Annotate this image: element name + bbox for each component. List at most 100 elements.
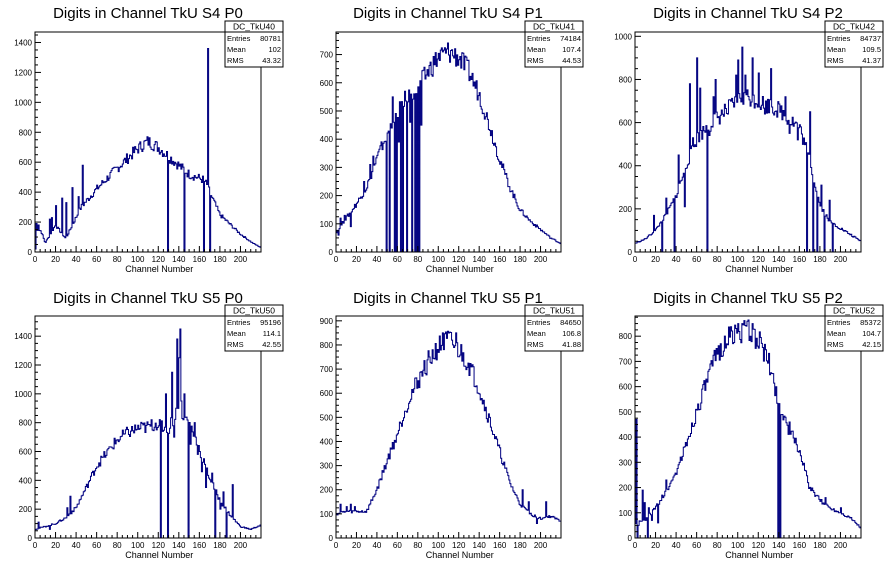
histogram-series <box>34 328 262 539</box>
x-tick-label: 120 <box>752 255 766 264</box>
y-tick-label: 300 <box>619 458 633 467</box>
x-tick-label: 120 <box>752 541 766 550</box>
y-tick-label: 1400 <box>14 332 32 341</box>
y-tick-label: 300 <box>320 462 334 471</box>
y-tick-label: 100 <box>320 510 334 519</box>
histogram-series <box>634 46 862 253</box>
y-tick-label: 100 <box>320 220 334 229</box>
stats-value: 114.1 <box>263 329 281 338</box>
stats-value: 41.37 <box>862 56 881 65</box>
x-tick-label: 80 <box>113 255 122 264</box>
x-tick-label: 180 <box>813 255 827 264</box>
x-tick-label: 200 <box>234 255 248 264</box>
y-tick-label: 1400 <box>14 38 32 47</box>
stats-name: DC_TkU51 <box>533 306 575 316</box>
x-tick-label: 120 <box>452 541 466 550</box>
stats-value: 44.53 <box>562 56 581 65</box>
y-tick-label: 600 <box>619 383 633 392</box>
y-tick-label: 0 <box>628 248 633 257</box>
x-axis-label: Channel Number <box>725 550 793 560</box>
stats-box: DC_TkU40 Entries 80781 Mean 102 RMS 43.32 <box>224 20 284 68</box>
x-tick-label: 200 <box>834 541 848 550</box>
stats-value: 41.88 <box>562 340 581 349</box>
x-axis-label: Channel Number <box>426 264 494 274</box>
x-tick-label: 80 <box>413 541 422 550</box>
x-tick-label: 160 <box>793 255 807 264</box>
x-tick-label: 100 <box>432 255 446 264</box>
stats-box: DC_TkU52 Entries 85372 Mean 104.7 RMS 42.15 <box>824 304 884 352</box>
chart-title: Digits in Channel TkU S5 P2 <box>653 290 843 307</box>
y-tick-label: 500 <box>320 107 334 116</box>
x-tick-label: 200 <box>834 255 848 264</box>
y-tick-label: 0 <box>329 248 334 257</box>
y-tick-label: 800 <box>619 332 633 341</box>
y-tick-label: 200 <box>19 218 33 227</box>
histogram-panel: Digits in Channel TkU S5 P0 0 20 40 60 80 100 1… <box>14 290 284 560</box>
stats-value: 74184 <box>560 34 581 43</box>
x-tick-label: 40 <box>672 541 681 550</box>
x-tick-label: 200 <box>534 255 548 264</box>
stats-box: DC_TkU42 Entries 84737 Mean 109.5 RMS 41.37 <box>824 20 884 68</box>
stats-name: DC_TkU41 <box>533 22 575 32</box>
x-tick-label: 0 <box>33 541 38 550</box>
y-tick-label: 600 <box>619 119 633 128</box>
x-tick-label: 160 <box>193 541 207 550</box>
y-tick-label: 600 <box>320 389 334 398</box>
x-axis-label: Channel Number <box>426 550 494 560</box>
chart-title: Digits in Channel TkU S4 P1 <box>353 5 543 22</box>
x-tick-label: 80 <box>713 541 722 550</box>
x-axis-label: Channel Number <box>125 550 193 560</box>
x-tick-label: 100 <box>131 255 145 264</box>
stats-label: Mean <box>227 45 246 54</box>
stats-value: 84650 <box>560 318 581 327</box>
stats-value: 84737 <box>860 34 881 43</box>
x-tick-label: 140 <box>772 255 786 264</box>
y-tick-label: 700 <box>320 365 334 374</box>
chart-title: Digits in Channel TkU S5 P0 <box>53 290 243 307</box>
y-tick-label: 0 <box>28 248 33 257</box>
y-tick-label: 0 <box>628 534 633 543</box>
stats-label: Entries <box>227 34 251 43</box>
x-tick-label: 120 <box>152 541 166 550</box>
stats-label: Entries <box>527 34 551 43</box>
x-tick-label: 140 <box>473 255 487 264</box>
y-tick-label: 900 <box>320 317 334 326</box>
x-tick-label: 100 <box>731 255 745 264</box>
chart-title: Digits in Channel TkU S5 P1 <box>353 290 543 307</box>
stats-box-frame <box>524 304 584 352</box>
x-tick-label: 140 <box>772 541 786 550</box>
x-tick-label: 20 <box>51 541 60 550</box>
stats-label: RMS <box>827 340 844 349</box>
y-tick-label: 800 <box>320 341 334 350</box>
stats-value: 43.32 <box>262 56 281 65</box>
y-tick-label: 400 <box>619 433 633 442</box>
stats-box-frame <box>224 304 284 352</box>
x-tick-label: 40 <box>372 541 381 550</box>
x-tick-label: 20 <box>51 255 60 264</box>
stats-value: 85372 <box>860 318 881 327</box>
stats-box-frame <box>224 20 284 68</box>
y-tick-label: 400 <box>320 135 334 144</box>
x-tick-label: 140 <box>473 541 487 550</box>
y-tick-label: 800 <box>19 128 33 137</box>
histogram-series <box>335 330 562 538</box>
x-tick-label: 80 <box>713 255 722 264</box>
stats-name: DC_TkU42 <box>833 22 875 32</box>
chart-title: Digits in Channel TkU S4 P2 <box>653 5 843 22</box>
y-tick-label: 1200 <box>14 68 32 77</box>
stats-box: DC_TkU41 Entries 74184 Mean 107.4 RMS 44.53 <box>524 20 584 68</box>
y-tick-label: 400 <box>320 437 334 446</box>
stats-value: 102 <box>268 45 281 54</box>
x-tick-label: 200 <box>234 541 248 550</box>
histogram-panel: Digits in Channel TkU S4 P1 0 20 40 60 80 100 1… <box>320 5 584 274</box>
stats-label: Mean <box>527 45 546 54</box>
x-tick-label: 80 <box>413 255 422 264</box>
stats-value: 95196 <box>260 318 281 327</box>
y-tick-label: 1000 <box>614 32 632 41</box>
y-tick-label: 600 <box>19 448 33 457</box>
stats-box-frame <box>824 304 884 352</box>
stats-name: DC_TkU40 <box>233 22 275 32</box>
stats-value: 106.8 <box>562 329 581 338</box>
x-tick-label: 160 <box>493 541 507 550</box>
histogram-panel: Digits in Channel TkU S4 P0 0 20 40 60 80 100 1… <box>14 5 284 274</box>
